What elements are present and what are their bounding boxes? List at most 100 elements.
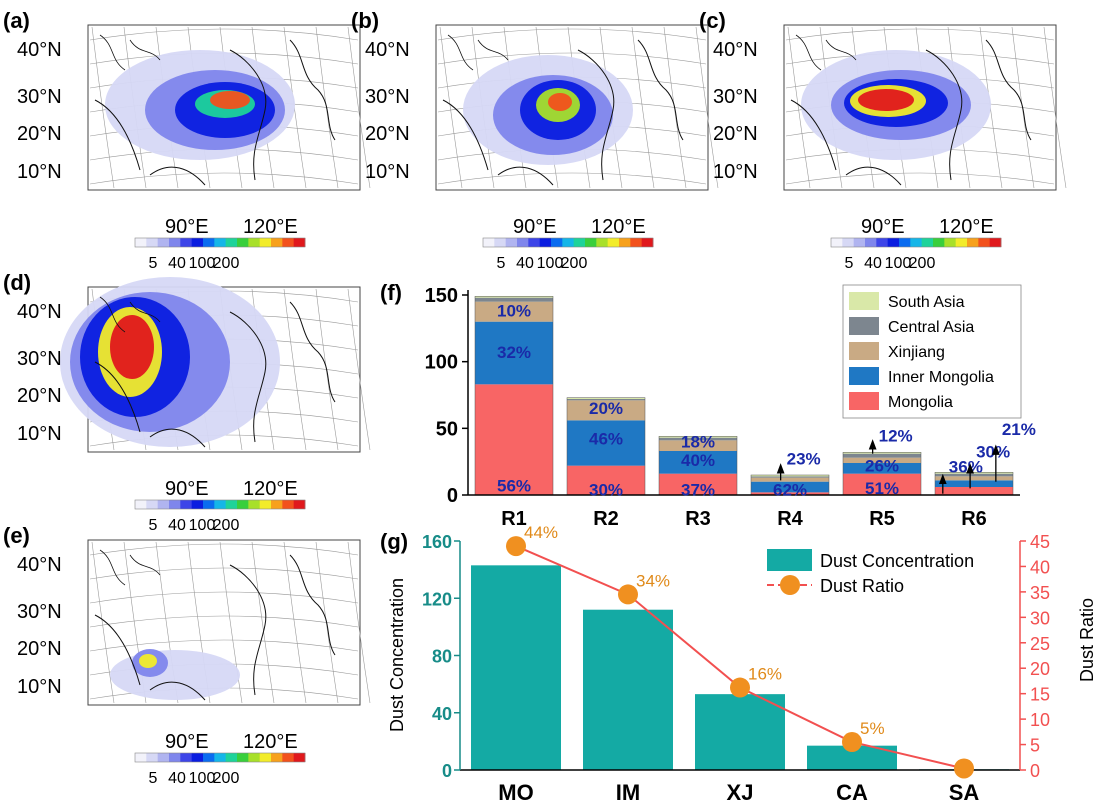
stacked-bar-segment (751, 492, 829, 495)
colorbar-segment (293, 238, 306, 247)
lat-label: 20°N (17, 638, 62, 660)
colorbar-segment (921, 238, 934, 247)
coastline (447, 34, 509, 71)
colorbar-segment (214, 500, 227, 509)
y2-tick-label: 40 (1030, 557, 1050, 577)
colorbar-segment (180, 500, 193, 509)
colorbar-segment (641, 238, 654, 247)
colorbar-segment (225, 500, 238, 509)
stacked-bar-segment (843, 453, 921, 458)
colorbar-segment (191, 753, 204, 762)
y-tick-label: 40 (432, 704, 452, 724)
panel-label: (e) (3, 523, 30, 548)
meridian-line (283, 541, 307, 704)
y-tick-label: 0 (447, 485, 458, 507)
panel-label: (g) (380, 529, 408, 554)
lat-label: 20°N (17, 123, 62, 145)
colorbar-segment (157, 500, 170, 509)
colorbar-tick-label: 100 (189, 255, 216, 272)
colorbar-tick-label: 40 (168, 770, 186, 787)
y2-tick-label: 45 (1030, 532, 1050, 552)
colorbar-segment (853, 238, 866, 247)
colorbar-segment (293, 753, 306, 762)
x-tick-label: R5 (869, 508, 895, 530)
ratio-point (730, 677, 750, 698)
y2-tick-label: 25 (1030, 634, 1050, 654)
bar-percent-label: 46% (589, 430, 623, 449)
legend-label: Mongolia (888, 394, 953, 411)
colorbar-segment (842, 238, 855, 247)
colorbar-tick-label: 40 (864, 255, 882, 272)
colorbar-segment (596, 238, 609, 247)
y2-tick-label: 10 (1030, 710, 1050, 730)
ratio-percent-label: 16% (748, 665, 782, 684)
coastline (99, 549, 161, 586)
legend-label: Xinjiang (888, 344, 945, 361)
x-tick-label: XJ (727, 780, 754, 805)
legend-label: South Asia (888, 294, 965, 311)
stacked-bar-segment (475, 321, 553, 385)
parallel-line (89, 567, 359, 580)
colorbar-segment (865, 238, 877, 247)
colorbar-segment (517, 238, 529, 247)
parallel-line (785, 172, 1055, 185)
dust-plume-contour (110, 315, 154, 379)
x-tick-label: CA (836, 780, 868, 805)
legend-swatch-bar (767, 549, 812, 571)
coastline (795, 34, 857, 71)
meridian-line (347, 541, 371, 704)
lon-label: 120°E (243, 478, 298, 500)
chart-g: (g) MO IM XJ CA SA 0 40 80 120 160 0 5 10 15 20 25 30 35 40… (380, 523, 1097, 805)
legend-marker (780, 575, 800, 595)
colorbar-segment (271, 753, 283, 762)
lat-label: 40°N (17, 301, 62, 323)
x-tick-label: MO (498, 780, 533, 805)
colorbar-segment (203, 500, 215, 509)
colorbar-segment (237, 238, 249, 247)
lat-label: 40°N (365, 39, 410, 61)
colorbar-tick-label: 5 (149, 255, 158, 272)
colorbar-segment (237, 500, 249, 509)
panel-label: (c) (699, 8, 726, 33)
dust-plume-contour (110, 650, 240, 700)
colorbar-segment (259, 238, 272, 247)
stacked-bar-segment (475, 384, 553, 495)
stacked-bar-segment (935, 487, 1013, 495)
meridian-line (439, 26, 463, 189)
coastline (289, 39, 336, 141)
coastline (94, 614, 206, 701)
colorbar-segment (157, 238, 170, 247)
colorbar-segment (539, 238, 552, 247)
meridian-line (1043, 26, 1067, 189)
colorbar-tick-label: 200 (561, 255, 588, 272)
colorbar-segment (180, 238, 193, 247)
legend-swatch (849, 342, 879, 360)
parallel-line (89, 172, 359, 185)
legend-label: Central Asia (888, 319, 974, 336)
colorbar-segment (191, 500, 204, 509)
y-tick-label: 80 (432, 647, 452, 667)
stacked-bar-segment (567, 400, 645, 421)
stacked-bar-segment (751, 475, 829, 477)
coastline (925, 49, 963, 181)
colorbar-segment (619, 238, 631, 247)
meridian-line (91, 26, 115, 189)
colorbar-segment (146, 238, 159, 247)
colorbar-segment (259, 753, 272, 762)
colorbar-tick-label: 40 (168, 517, 186, 534)
stacked-bar-segment (751, 476, 829, 478)
concentration-bar (471, 565, 561, 770)
colorbar-segment (282, 500, 295, 509)
ratio-point (506, 536, 526, 557)
colorbar-segment (135, 500, 147, 509)
legend-swatch (849, 317, 879, 335)
stacked-bar-segment (751, 477, 829, 482)
y2-axis-title: Dust Ratio (1077, 598, 1097, 682)
arrow-percent-label: 36% (949, 457, 983, 476)
stacked-bar-segment (567, 420, 645, 466)
stacked-bar-segment (567, 465, 645, 495)
colorbar-frame (134, 237, 306, 248)
colorbar-frame (134, 499, 306, 510)
